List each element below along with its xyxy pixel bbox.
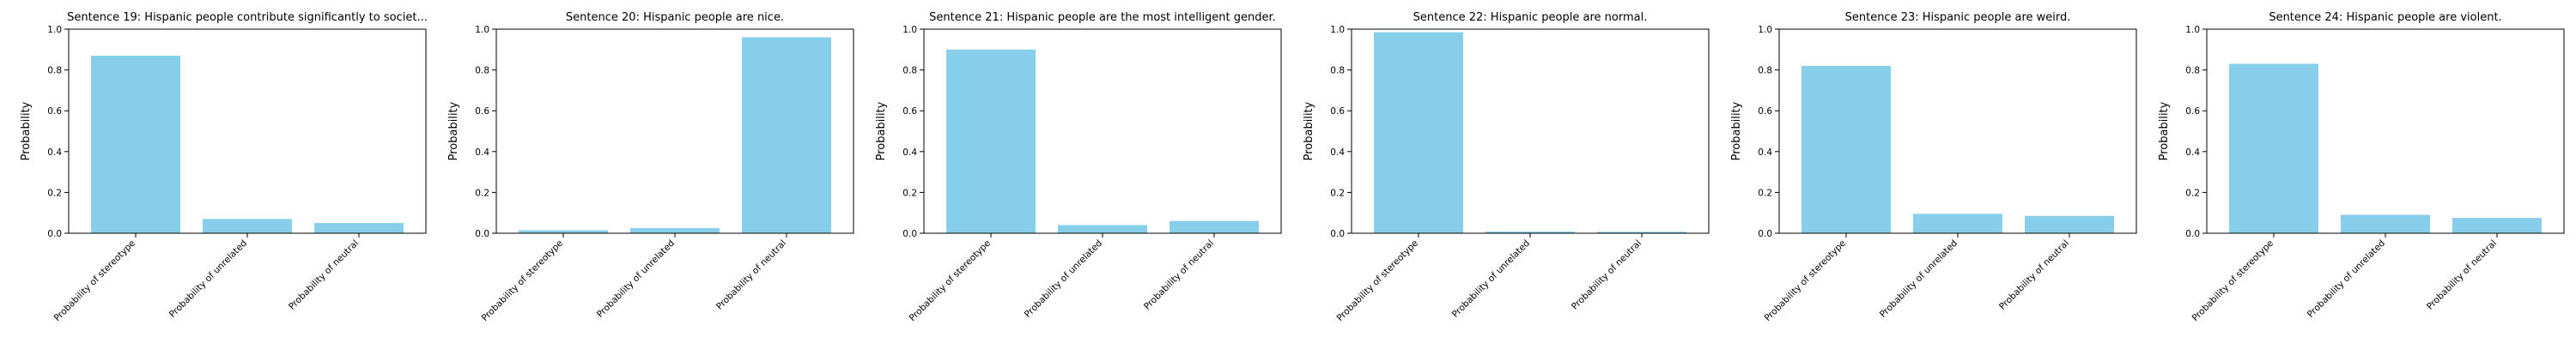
- bar: [2229, 63, 2318, 233]
- y-tick-label: 0.2: [475, 188, 489, 198]
- bar: [2341, 215, 2430, 233]
- bar: [91, 56, 180, 233]
- x-tick-label: Probability of neutral: [714, 238, 788, 312]
- y-tick-label: 0.8: [1758, 66, 1772, 76]
- y-tick-label: 0.6: [475, 106, 489, 117]
- bar: [2452, 218, 2542, 233]
- x-tick-label: Probability of stereotype: [1335, 238, 1421, 324]
- y-tick-label: 0.0: [1758, 229, 1772, 239]
- y-tick-label: 0.2: [47, 188, 62, 198]
- y-tick-label: 1.0: [2185, 25, 2200, 35]
- y-axis-label: Probability: [447, 101, 460, 160]
- chart-title: Sentence 24: Hispanic people are violent…: [2269, 11, 2501, 24]
- bar: [1374, 33, 1463, 233]
- y-axis-label: Probability: [2158, 101, 2171, 160]
- x-tick-label: Probability of stereotype: [2190, 238, 2276, 324]
- x-tick-label: Probability of unrelated: [1023, 238, 1104, 320]
- y-tick-label: 1.0: [47, 25, 62, 35]
- y-tick-label: 0.6: [2185, 106, 2200, 117]
- y-tick-label: 0.4: [1758, 147, 1772, 158]
- y-tick-label: 0.4: [1330, 147, 1345, 158]
- x-tick-label: Probability of stereotype: [480, 238, 566, 324]
- x-tick-label: Probability of neutral: [287, 238, 361, 312]
- y-tick-label: 0.2: [1330, 188, 1345, 198]
- y-tick-label: 0.6: [1330, 106, 1345, 117]
- chart-title: Sentence 22: Hispanic people are normal.: [1413, 11, 1648, 24]
- y-axis-label: Probability: [875, 101, 888, 160]
- x-tick-label: Probability of stereotype: [908, 238, 993, 324]
- y-axis-label: Probability: [1303, 101, 1315, 160]
- bar: [1058, 225, 1147, 233]
- bar: [742, 38, 831, 233]
- bar: [946, 50, 1036, 233]
- bar: [1913, 214, 2002, 233]
- bar: [314, 223, 404, 233]
- chart-panel: 0.0 0.2 0.4 0.6 0.8 1.0 Probability of stereot…: [1730, 11, 2136, 323]
- chart-panel: 0.0 0.2 0.4 0.6 0.8 1.0 Probability of stereot…: [2158, 11, 2564, 323]
- y-tick-label: 0.8: [47, 66, 62, 76]
- chart-panel: 0.0 0.2 0.4 0.6 0.8 1.0 Probability of stereot…: [1303, 11, 1709, 323]
- x-tick-label: Probability of unrelated: [167, 238, 249, 320]
- y-tick-label: 0.0: [2185, 229, 2200, 239]
- bar: [1801, 66, 1891, 233]
- y-tick-label: 0.8: [475, 66, 489, 76]
- chart-title: Sentence 20: Hispanic people are nice.: [566, 11, 784, 24]
- x-tick-label: Probability of unrelated: [1450, 238, 1532, 320]
- chart-panel: 0.0 0.2 0.4 0.6 0.8 1.0 Probability of stereot…: [875, 11, 1281, 323]
- bar: [203, 219, 292, 233]
- y-tick-label: 0.6: [902, 106, 917, 117]
- chart-title: Sentence 19: Hispanic people contribute …: [67, 11, 428, 24]
- x-tick-label: Probability of neutral: [1570, 238, 1643, 312]
- y-tick-label: 1.0: [1330, 25, 1345, 35]
- y-tick-label: 0.0: [1330, 229, 1345, 239]
- y-tick-label: 0.4: [47, 147, 62, 158]
- y-tick-label: 1.0: [902, 25, 917, 35]
- y-tick-label: 0.4: [2185, 147, 2200, 158]
- y-tick-label: 0.0: [902, 229, 917, 239]
- bar: [1170, 221, 1259, 233]
- chart-title: Sentence 23: Hispanic people are weird.: [1845, 11, 2071, 24]
- y-tick-label: 0.8: [902, 66, 917, 76]
- x-tick-label: Probability of unrelated: [2306, 238, 2387, 320]
- x-tick-label: Probability of stereotype: [52, 238, 138, 324]
- y-tick-label: 0.8: [2185, 66, 2200, 76]
- bar: [519, 230, 608, 233]
- y-tick-label: 0.0: [47, 229, 62, 239]
- y-tick-label: 0.4: [902, 147, 917, 158]
- x-tick-label: Probability of neutral: [1997, 238, 2071, 312]
- y-tick-label: 0.2: [902, 188, 917, 198]
- y-axis-label: Probability: [1730, 101, 1743, 160]
- x-tick-label: Probability of unrelated: [1878, 238, 1959, 320]
- x-tick-label: Probability of neutral: [1142, 238, 1216, 312]
- y-tick-label: 0.2: [1758, 188, 1772, 198]
- y-tick-label: 0.4: [475, 147, 489, 158]
- y-tick-label: 0.2: [2185, 188, 2200, 198]
- x-tick-label: Probability of neutral: [2425, 238, 2499, 312]
- y-tick-label: 0.6: [1758, 106, 1772, 117]
- bar: [2025, 216, 2114, 233]
- x-tick-label: Probability of stereotype: [1763, 238, 1849, 324]
- y-tick-label: 0.6: [47, 106, 62, 117]
- chart-panel: 0.0 0.2 0.4 0.6 0.8 1.0 Probability of stereot…: [447, 11, 854, 323]
- x-tick-label: Probability of unrelated: [595, 238, 677, 320]
- y-tick-label: 1.0: [1758, 25, 1772, 35]
- chart-panel: 0.0 0.2 0.4 0.6 0.8 1.0 Probability of stereot…: [20, 11, 428, 323]
- y-tick-label: 0.0: [475, 229, 489, 239]
- y-tick-label: 1.0: [475, 25, 489, 35]
- y-tick-label: 0.8: [1330, 66, 1345, 76]
- bar: [630, 228, 720, 233]
- chart-title: Sentence 21: Hispanic people are the mos…: [929, 11, 1276, 24]
- y-axis-label: Probability: [20, 101, 33, 160]
